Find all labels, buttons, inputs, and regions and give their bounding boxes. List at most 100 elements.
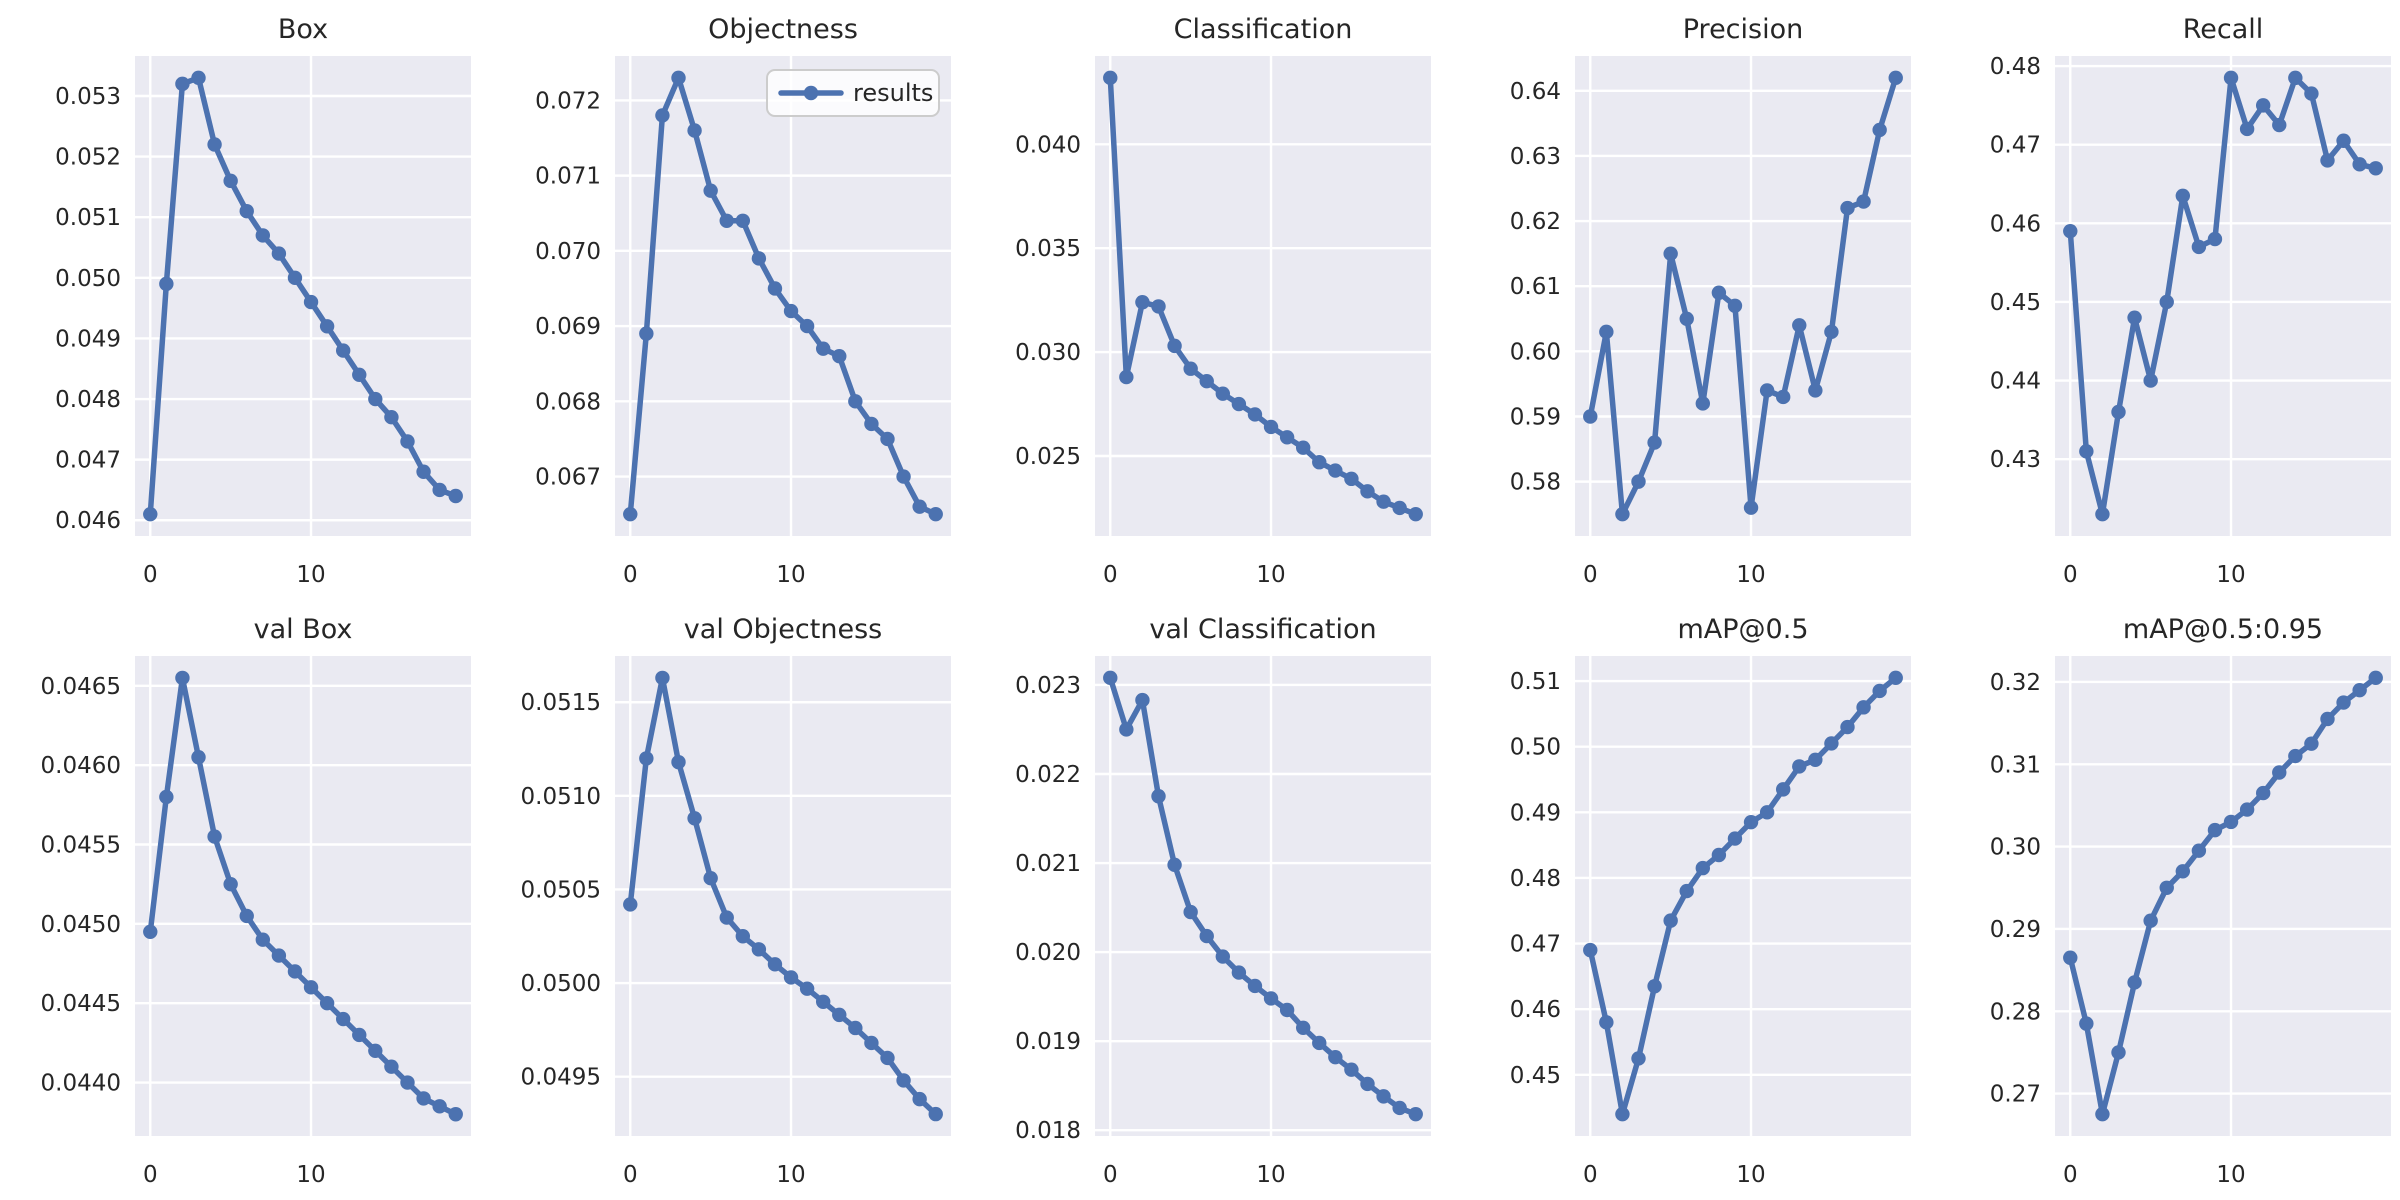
y-tick-label: 0.28	[1990, 999, 2041, 1025]
subplot-canvas: 0.0440 0.0445 0.0450 0.0455 0.0460 0.0465 0 10 v…	[41, 614, 471, 1188]
data-point-marker	[1312, 1035, 1327, 1051]
data-point-marker	[1328, 463, 1343, 478]
data-point-marker	[2320, 153, 2335, 168]
data-point-marker	[1840, 200, 1855, 216]
data-point-marker	[1151, 299, 1166, 314]
data-point-marker	[303, 980, 319, 995]
data-point-marker	[1279, 1002, 1295, 1018]
data-point-marker	[400, 434, 415, 449]
data-point-marker	[2127, 310, 2142, 325]
data-point-marker	[832, 1007, 847, 1023]
data-point-marker	[2191, 239, 2207, 255]
y-tick-label: 0.46	[1510, 997, 1561, 1023]
plot-area	[615, 656, 951, 1136]
y-tick-label: 0.48	[1990, 54, 2041, 80]
data-point-marker	[2223, 70, 2239, 86]
data-point-marker	[448, 1107, 463, 1122]
data-point-marker	[2143, 373, 2158, 388]
data-point-marker	[2159, 294, 2174, 310]
y-tick-label: 0.0510	[521, 784, 601, 810]
data-point-marker	[1360, 484, 1375, 499]
data-point-marker	[400, 1075, 415, 1090]
y-tick-label: 0.047	[55, 448, 121, 474]
subplot-val-box: 0.0440 0.0445 0.0450 0.0455 0.0460 0.0465 0 10 v…	[0, 600, 480, 1200]
data-point-marker	[1119, 369, 1134, 385]
data-point-marker	[1711, 847, 1727, 863]
subplot-val-objectness: 0.0495 0.0500 0.0505 0.0510 0.0515 0 10 val Obj…	[480, 600, 960, 1200]
y-tick-label: 0.051	[55, 205, 121, 231]
y-tick-label: 0.50	[1510, 735, 1561, 761]
x-tick-label: 10	[1736, 1162, 1765, 1188]
data-point-marker	[143, 506, 158, 522]
data-point-marker	[2063, 223, 2078, 239]
subplot-title: Precision	[1683, 14, 1803, 45]
data-point-marker	[2111, 1045, 2126, 1060]
data-point-marker	[848, 1020, 863, 1036]
data-point-marker	[1263, 419, 1279, 435]
subplot-map@0.5: 0.45 0.46 0.47 0.48 0.49 0.50 0.51 0 10 mAP@0.5	[1440, 600, 1920, 1200]
subplot-canvas: 0.43 0.44 0.45 0.46 0.47 0.48 0 10 Recall	[1990, 14, 2391, 588]
data-point-marker	[1583, 942, 1598, 958]
data-point-marker	[1247, 407, 1263, 422]
x-tick-label: 0	[1103, 562, 1118, 588]
data-point-marker	[1183, 904, 1198, 920]
data-point-marker	[1231, 965, 1247, 980]
data-point-marker	[2320, 711, 2335, 727]
x-tick-label: 0	[143, 1162, 158, 1188]
data-point-marker	[1872, 683, 1887, 699]
y-tick-label: 0.023	[1015, 673, 1081, 699]
data-point-marker	[416, 464, 431, 479]
x-tick-label: 10	[1256, 562, 1285, 588]
data-point-marker	[1824, 736, 1839, 751]
y-tick-label: 0.32	[1990, 670, 2041, 696]
y-tick-label: 0.0505	[521, 877, 601, 903]
y-tick-label: 0.45	[1990, 290, 2041, 316]
subplot-canvas: 0.0495 0.0500 0.0505 0.0510 0.0515 0 10 val Obj…	[521, 614, 951, 1188]
data-point-marker	[1360, 1076, 1375, 1092]
data-point-marker	[1647, 979, 1662, 994]
data-point-marker	[639, 326, 654, 341]
data-point-marker	[1679, 883, 1694, 899]
data-point-marker	[1775, 782, 1791, 797]
y-tick-label: 0.48	[1510, 866, 1561, 892]
y-tick-label: 0.63	[1510, 144, 1561, 170]
data-point-marker	[2207, 822, 2223, 838]
data-point-marker	[2063, 950, 2078, 965]
data-point-marker	[432, 1099, 447, 1114]
data-point-marker	[1328, 1049, 1343, 1065]
data-point-marker	[432, 482, 447, 498]
data-point-marker	[223, 173, 238, 189]
subplot-canvas: 0.45 0.46 0.47 0.48 0.49 0.50 0.51 0 10 mAP@0.5	[1510, 614, 1911, 1188]
data-point-marker	[1279, 430, 1295, 445]
y-tick-label: 0.58	[1510, 470, 1561, 496]
data-point-marker	[703, 183, 718, 198]
data-point-marker	[2127, 975, 2142, 990]
y-tick-label: 0.069	[535, 314, 601, 340]
data-point-marker	[2352, 157, 2367, 172]
data-point-marker	[1615, 1106, 1630, 1122]
data-point-marker	[1695, 396, 1711, 411]
y-tick-label: 0.27	[1990, 1082, 2041, 1108]
y-tick-label: 0.0460	[41, 753, 121, 779]
subplot-classification: 0.025 0.030 0.035 0.040 0 10 Classification	[960, 0, 1440, 600]
data-point-marker	[815, 994, 831, 1009]
subplot-val-classification: 0.018 0.019 0.020 0.021 0.022 0.023 0 10 val Cla…	[960, 600, 1440, 1200]
data-point-marker	[271, 246, 287, 261]
data-point-marker	[191, 70, 206, 86]
data-point-marker	[1808, 383, 1823, 398]
data-point-marker	[255, 932, 271, 947]
data-point-marker	[896, 469, 911, 484]
subplot-canvas: 0.27 0.28 0.29 0.30 0.31 0.32 0 10 mAP@0.5:0.95	[1990, 614, 2391, 1188]
data-point-marker	[271, 948, 287, 963]
y-tick-label: 0.048	[55, 387, 121, 413]
data-point-marker	[1599, 324, 1614, 340]
subplot-recall: 0.43 0.44 0.45 0.46 0.47 0.48 0 10 Recall	[1920, 0, 2400, 600]
y-tick-label: 0.040	[1015, 132, 1081, 158]
data-point-marker	[335, 1011, 351, 1027]
data-point-marker	[799, 318, 815, 334]
x-tick-label: 0	[623, 1162, 638, 1188]
data-point-marker	[1663, 913, 1678, 928]
data-point-marker	[384, 410, 399, 425]
y-tick-label: 0.64	[1510, 79, 1561, 105]
data-point-marker	[783, 970, 799, 985]
